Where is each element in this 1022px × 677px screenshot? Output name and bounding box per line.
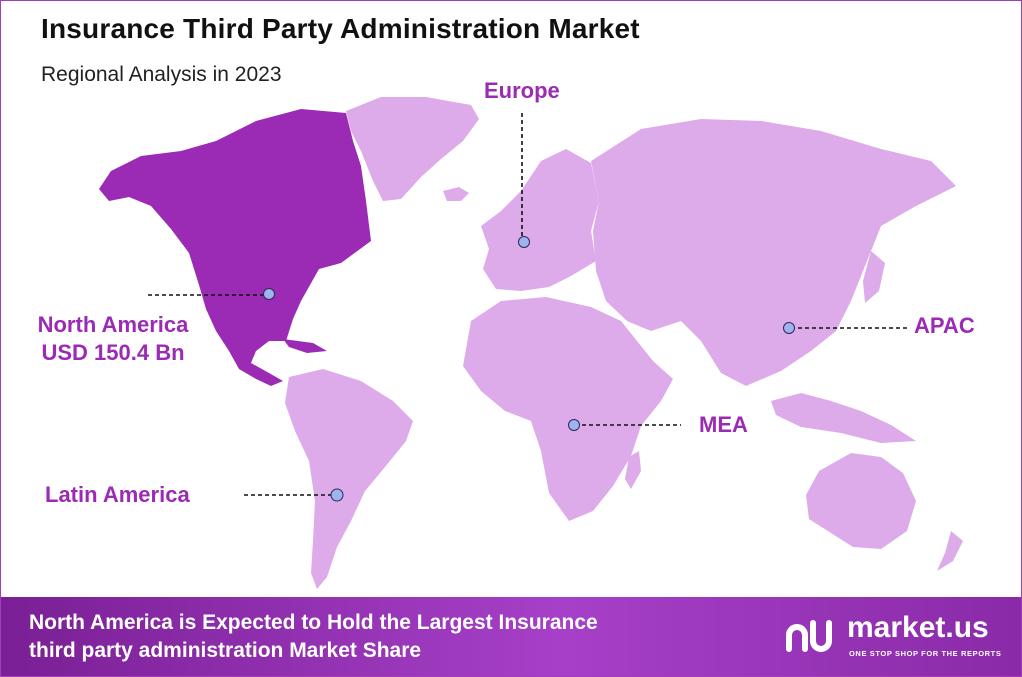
north-america-shape (99, 109, 371, 386)
banner-line-2: third party administration Market Share (29, 639, 422, 662)
logo-tagline: ONE STOP SHOP FOR THE REPORTS (849, 649, 1002, 658)
world-map (99, 97, 963, 589)
africa-shape (463, 297, 673, 521)
apac-marker (783, 322, 795, 334)
asia-shape (591, 119, 956, 386)
north-america-label: North America USD 150.4 Bn (23, 311, 203, 367)
europe-shape (481, 149, 599, 291)
market-us-logo-icon (786, 620, 832, 652)
apac-label: APAC (914, 313, 975, 338)
logo-wordmark: market.us (847, 611, 989, 644)
north-america-name: North America (37, 312, 189, 337)
australia-shape (806, 453, 916, 549)
page-title: Insurance Third Party Administration Mar… (41, 13, 640, 44)
japan-shape (863, 251, 885, 303)
new-zealand-shape (937, 531, 963, 571)
north-america-value: USD 150.4 Bn (41, 340, 185, 365)
mea-marker (568, 419, 580, 431)
latin-america-label: Latin America (45, 482, 190, 507)
europe-label: Europe (484, 78, 560, 103)
bottom-banner: North America is Expected to Hold the La… (1, 597, 1021, 676)
banner-text: North America is Expected to Hold the La… (29, 609, 598, 665)
page-subtitle: Regional Analysis in 2023 (41, 63, 282, 86)
mea-label: MEA (699, 412, 748, 437)
caribbean-shape (283, 339, 327, 353)
north-america-marker (263, 288, 275, 300)
iceland-shape (443, 187, 469, 201)
madagascar-shape (625, 451, 641, 489)
europe-marker (518, 236, 530, 248)
south-america-shape (285, 369, 413, 589)
greenland-shape (346, 97, 479, 201)
latin-america-marker (330, 488, 344, 502)
southeast-asia-shape (771, 393, 916, 443)
banner-line-1: North America is Expected to Hold the La… (29, 611, 598, 634)
